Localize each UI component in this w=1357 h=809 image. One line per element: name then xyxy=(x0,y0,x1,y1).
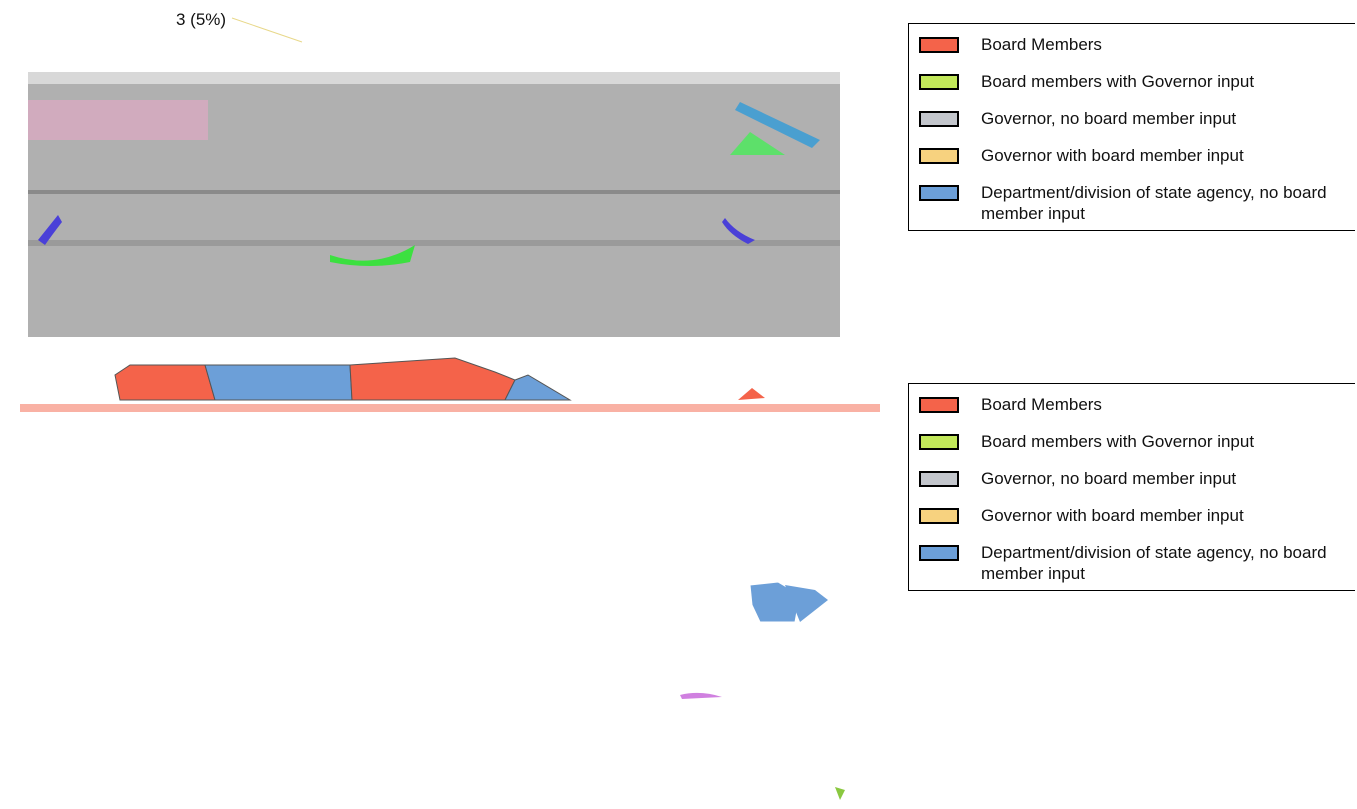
legend-label: Board Members xyxy=(981,35,1102,54)
legend-swatch xyxy=(919,185,959,201)
legend-label: Board members with Governor input xyxy=(981,72,1255,91)
map-state xyxy=(835,787,845,800)
legend-item: Governor, no board member input xyxy=(919,468,1355,489)
glitch-shape xyxy=(730,132,785,155)
legend-swatch xyxy=(919,148,959,164)
legend-label: Department/division of state agency, no … xyxy=(981,183,1327,223)
map-state xyxy=(204,364,353,401)
legend: Board Members Board members with Governor… xyxy=(908,383,1355,591)
legend-swatch xyxy=(919,37,959,53)
legend-label: Governor with board member input xyxy=(981,506,1244,525)
glitch-band xyxy=(20,404,880,412)
legend-swatch xyxy=(919,397,959,413)
legend-item: Board Members xyxy=(919,34,1355,55)
glitch-shape xyxy=(722,218,755,244)
legend-swatch xyxy=(919,111,959,127)
legend-item: Board members with Governor input xyxy=(919,431,1355,452)
legend-item: Board Members xyxy=(919,394,1355,415)
map-state xyxy=(738,388,765,400)
glitch-band xyxy=(28,190,840,194)
legend-label: Board members with Governor input xyxy=(981,432,1255,451)
legend-item: Governor with board member input xyxy=(919,505,1355,526)
glitch-band xyxy=(28,240,840,246)
legend-label: Governor, no board member input xyxy=(981,469,1237,488)
glitch-shape xyxy=(330,245,415,266)
map-state xyxy=(785,585,828,622)
pie-label: 3 (5%) xyxy=(176,10,227,29)
legend-label: Governor, no board member input xyxy=(981,109,1237,128)
legend-label: Department/division of state agency, no … xyxy=(981,543,1327,583)
map-state xyxy=(349,357,516,401)
map-state xyxy=(680,692,722,699)
map-state xyxy=(114,364,216,401)
glitch-band xyxy=(28,72,840,84)
legend-item: Department/division of state agency, no … xyxy=(919,182,1355,224)
legend-swatch xyxy=(919,508,959,524)
legend-item: Governor with board member input xyxy=(919,145,1355,166)
legend-label: Board Members xyxy=(981,395,1102,414)
legend-swatch xyxy=(919,434,959,450)
leader-line xyxy=(231,17,303,43)
map-state xyxy=(504,374,572,401)
legend-swatch xyxy=(919,545,959,561)
legend: Board Members Board members with Governor… xyxy=(908,23,1355,231)
glitch-shape xyxy=(735,102,820,148)
legend-item: Governor, no board member input xyxy=(919,108,1355,129)
glitch-shape xyxy=(38,215,62,245)
glitch-band xyxy=(28,100,208,140)
legend-label: Governor with board member input xyxy=(981,146,1244,165)
legend-swatch xyxy=(919,74,959,90)
map-state xyxy=(749,581,801,623)
legend-swatch xyxy=(919,471,959,487)
legend-item: Department/division of state agency, no … xyxy=(919,542,1355,584)
legend-item: Board members with Governor input xyxy=(919,71,1355,92)
